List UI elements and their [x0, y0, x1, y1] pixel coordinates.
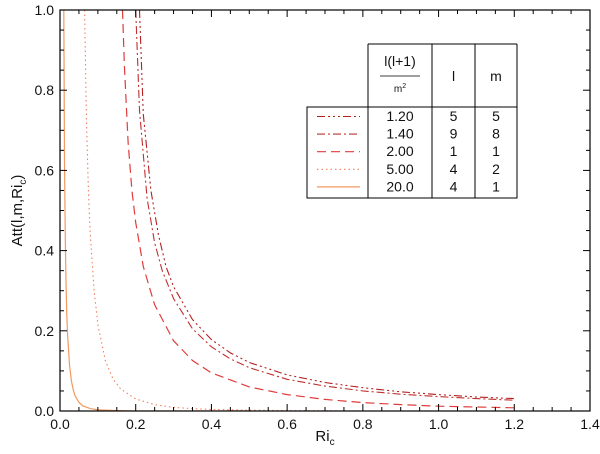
y-tick-label: 0.2	[35, 323, 55, 339]
legend-m-value: 1	[492, 143, 500, 159]
x-tick-label: 0.0	[50, 416, 70, 432]
y-axis-title: Att(l,m,Ric)	[9, 175, 29, 247]
ticks-layer: 0.0 0.2 0.4 0.6 0.8 1.0 1.2 1.4 0.0 0.2 0.4 0.6 0.8 1…	[35, 2, 600, 432]
x-tick-label: 0.4	[202, 416, 222, 432]
y-tick-label: 0.8	[35, 82, 55, 98]
y-tick-label: 0.0	[35, 403, 55, 419]
y-tick-label: 1.0	[35, 2, 55, 18]
legend-ratio-value: 5.00	[386, 161, 413, 177]
series-line-3	[121, 10, 515, 409]
legend-box	[306, 106, 518, 199]
legend-header-l: l	[452, 68, 455, 84]
legend-m-value: 2	[492, 161, 500, 177]
legend-l-value: 9	[450, 126, 458, 142]
series-line-2	[135, 10, 515, 401]
x-tick-label: 0.6	[277, 416, 297, 432]
legend-m-value: 5	[492, 108, 500, 124]
legend-rows: 1.20 5 5 1.40 9 8 2.00 1 1 5.00 4 2 20.0 4 1	[317, 108, 500, 194]
legend-grid-lines	[367, 43, 518, 198]
legend-m-value: 8	[492, 126, 500, 142]
legend-table: l(l+1) m2 l m 1.20 5 5 1.40 9 8 2.00 1 1 5.00 4 2 20…	[306, 43, 518, 199]
legend-ratio-value: 1.40	[386, 126, 413, 142]
legend-header-ratio-numerator: l(l+1)	[384, 53, 416, 69]
legend-l-value: 1	[450, 143, 458, 159]
x-tick-label: 1.2	[505, 416, 525, 432]
series-line-4	[84, 10, 363, 411]
x-axis-title: Ric	[315, 428, 334, 448]
y-tick-label: 0.4	[35, 243, 55, 259]
x-tick-label: 0.8	[353, 416, 373, 432]
legend-l-value: 4	[450, 161, 458, 177]
legend-l-value: 4	[450, 178, 458, 194]
series-line-5	[63, 10, 250, 411]
legend-ratio-value: 1.20	[386, 108, 413, 124]
legend-header-ratio-denominator: m2	[394, 83, 406, 95]
x-tick-label: 1.4	[580, 416, 600, 432]
x-tick-label: 0.2	[126, 416, 146, 432]
series-layer	[63, 10, 515, 411]
legend-ratio-value: 2.00	[386, 143, 413, 159]
x-tick-label: 1.0	[429, 416, 449, 432]
y-tick-label: 0.6	[35, 162, 55, 178]
plot-frame	[59, 9, 591, 412]
legend-ratio-value: 20.0	[386, 178, 413, 194]
legend-header-m: m	[490, 68, 502, 84]
legend-m-value: 1	[492, 178, 500, 194]
legend-l-value: 5	[450, 108, 458, 124]
series-line-1	[138, 10, 515, 400]
